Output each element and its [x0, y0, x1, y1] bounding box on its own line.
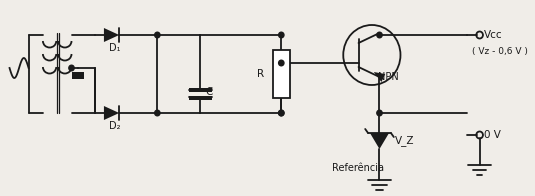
Text: D₁: D₁ [109, 43, 120, 53]
Text: D₂: D₂ [109, 121, 120, 131]
Circle shape [69, 65, 74, 71]
Text: C: C [205, 87, 212, 97]
Circle shape [279, 110, 284, 116]
Polygon shape [370, 133, 389, 149]
Circle shape [377, 32, 382, 38]
Text: 0 V: 0 V [484, 130, 501, 140]
Circle shape [279, 60, 284, 66]
Text: Referência: Referência [332, 163, 384, 173]
Polygon shape [104, 106, 119, 120]
Bar [189, 88, 212, 92]
Bar [72, 72, 84, 79]
Circle shape [377, 110, 382, 116]
Circle shape [279, 110, 284, 116]
Polygon shape [104, 28, 119, 42]
Bar [189, 96, 212, 100]
Text: Vcc: Vcc [484, 30, 503, 40]
Text: R: R [257, 69, 264, 79]
Polygon shape [374, 72, 385, 82]
Circle shape [279, 32, 284, 38]
Text: ( Vz - 0,6 V ): ( Vz - 0,6 V ) [472, 46, 528, 55]
FancyBboxPatch shape [273, 50, 290, 98]
Text: NPN: NPN [378, 72, 399, 82]
Text: V_Z: V_Z [395, 136, 414, 146]
Circle shape [155, 32, 160, 38]
Circle shape [155, 110, 160, 116]
